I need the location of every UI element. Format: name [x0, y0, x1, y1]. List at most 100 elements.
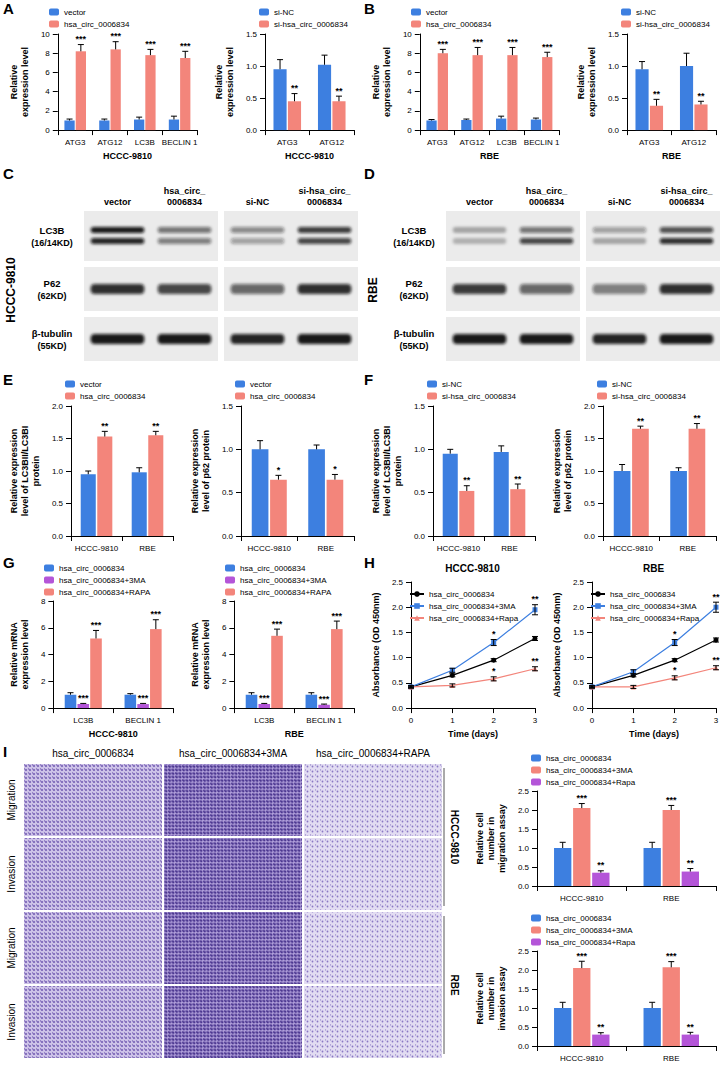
svg-text:**: ** — [653, 89, 661, 99]
svg-text:hsa_circ_0006834+Rapa: hsa_circ_0006834+Rapa — [546, 938, 636, 947]
svg-text:0.0: 0.0 — [52, 532, 64, 541]
svg-text:hsa_circ_0006834+3MA: hsa_circ_0006834+3MA — [179, 748, 287, 759]
svg-text:hsa_circ_0006834+3MA: hsa_circ_0006834+3MA — [59, 576, 146, 585]
svg-text:6: 6 — [41, 623, 46, 632]
svg-text:RBE: RBE — [680, 544, 696, 553]
svg-text:Time (days): Time (days) — [629, 729, 679, 739]
svg-text:RBE: RBE — [139, 544, 155, 553]
svg-text:**: ** — [712, 655, 720, 665]
svg-text:***: *** — [666, 951, 677, 961]
svg-text:number in: number in — [486, 817, 496, 861]
svg-text:expression level: expression level — [225, 47, 235, 117]
svg-text:Invasion: Invasion — [6, 855, 17, 892]
svg-text:level of p62 protein: level of p62 protein — [201, 430, 211, 512]
svg-text:ATG3: ATG3 — [65, 138, 86, 147]
svg-text:LC3B: LC3B — [402, 225, 427, 236]
svg-text:1.5: 1.5 — [392, 628, 404, 637]
svg-text:**: ** — [463, 475, 471, 485]
svg-text:4: 4 — [41, 650, 46, 659]
svg-text:0006834: 0006834 — [669, 197, 704, 207]
svg-text:*: * — [492, 629, 496, 639]
svg-text:si-hsa_circ_: si-hsa_circ_ — [660, 186, 713, 196]
svg-text:0: 0 — [407, 126, 412, 135]
svg-text:**: ** — [597, 1022, 605, 1032]
svg-text:LC3B: LC3B — [135, 138, 155, 147]
svg-text:8: 8 — [45, 49, 50, 58]
svg-text:hsa_circ_0006834+RAPA: hsa_circ_0006834+RAPA — [59, 588, 151, 597]
svg-text:HCCC-9810: HCCC-9810 — [609, 544, 653, 553]
svg-text:ATG3: ATG3 — [639, 138, 660, 147]
svg-text:0: 0 — [590, 716, 595, 725]
svg-text:si-NC: si-NC — [636, 8, 656, 17]
svg-text:BECLIN 1: BECLIN 1 — [306, 716, 342, 725]
svg-text:2.5: 2.5 — [573, 578, 585, 587]
svg-text:***: *** — [91, 620, 102, 630]
svg-text:expression level: expression level — [382, 47, 392, 117]
svg-text:1.5: 1.5 — [573, 628, 585, 637]
svg-text:0: 0 — [41, 704, 46, 713]
svg-text:HCCC-9810: HCCC-9810 — [89, 729, 138, 739]
svg-text:migration assay: migration assay — [497, 804, 507, 873]
svg-text:hsa_circ_0006834: hsa_circ_0006834 — [546, 754, 612, 763]
svg-text:ATG12: ATG12 — [460, 138, 485, 147]
svg-text:10: 10 — [403, 30, 412, 39]
svg-text:1.5: 1.5 — [246, 30, 258, 39]
svg-text:level of LC3BII/LC3BI: level of LC3BII/LC3BI — [20, 426, 30, 517]
svg-text:***: *** — [110, 31, 121, 41]
svg-text:si-NC: si-NC — [442, 380, 462, 389]
svg-text:*: * — [492, 666, 496, 676]
svg-text:***: *** — [472, 37, 483, 47]
svg-text:0.5: 0.5 — [608, 94, 620, 103]
svg-text:**: ** — [101, 421, 109, 431]
svg-text:Absorbance (OD 450nm): Absorbance (OD 450nm) — [552, 593, 562, 698]
svg-text:0.5: 0.5 — [414, 488, 426, 497]
svg-text:**: ** — [531, 594, 539, 604]
svg-text:β-tubulin: β-tubulin — [394, 328, 435, 339]
svg-text:Relative expression: Relative expression — [371, 429, 381, 514]
svg-text:RBE: RBE — [662, 151, 681, 161]
svg-text:1.0: 1.0 — [608, 62, 620, 71]
svg-text:hsa_circ_0006834: hsa_circ_0006834 — [546, 914, 612, 923]
svg-text:HCCC-9810: HCCC-9810 — [449, 810, 460, 865]
svg-text:expression level: expression level — [20, 47, 30, 117]
svg-text:hsa_circ_0006834+3MA: hsa_circ_0006834+3MA — [546, 766, 633, 775]
svg-text:8: 8 — [407, 49, 412, 58]
svg-text:si-NC: si-NC — [612, 380, 632, 389]
svg-text:P62: P62 — [44, 278, 61, 289]
svg-text:(16/14KD): (16/14KD) — [31, 238, 73, 248]
svg-text:si-NC: si-NC — [274, 8, 294, 17]
svg-text:Relative expression: Relative expression — [190, 429, 200, 514]
svg-text:Relative: Relative — [9, 65, 19, 100]
svg-text:2.0: 2.0 — [584, 402, 596, 411]
svg-text:**: ** — [712, 592, 720, 602]
svg-text:1.0: 1.0 — [222, 445, 234, 454]
svg-text:RBE: RBE — [663, 894, 679, 903]
svg-text:0.5: 0.5 — [518, 863, 530, 872]
svg-text:3: 3 — [533, 716, 538, 725]
svg-text:***: *** — [332, 611, 343, 621]
svg-text:level of p62 protein: level of p62 protein — [563, 430, 573, 512]
svg-text:expression level: expression level — [201, 620, 211, 690]
svg-text:1: 1 — [450, 716, 455, 725]
svg-text:Relative cell: Relative cell — [475, 972, 485, 1024]
svg-text:***: *** — [272, 619, 283, 629]
svg-text:0.5: 0.5 — [52, 499, 64, 508]
svg-text:ATG12: ATG12 — [98, 138, 123, 147]
svg-text:RBE: RBE — [501, 544, 517, 553]
svg-text:RBE: RBE — [285, 729, 304, 739]
svg-text:HCCC-9810: HCCC-9810 — [247, 544, 291, 553]
svg-text:HCCC-9810: HCCC-9810 — [445, 563, 500, 574]
svg-text:HCCC-9810: HCCC-9810 — [437, 544, 481, 553]
svg-text:2: 2 — [407, 106, 412, 115]
svg-text:*: * — [333, 464, 337, 474]
svg-text:si-hsa_circ_0006834: si-hsa_circ_0006834 — [612, 392, 686, 401]
svg-text:(55KD): (55KD) — [399, 341, 428, 351]
svg-text:***: *** — [666, 795, 677, 805]
svg-text:1.5: 1.5 — [414, 402, 426, 411]
svg-text:protein: protein — [31, 456, 41, 487]
svg-text:0.0: 0.0 — [246, 126, 258, 135]
svg-text:HCCC-9810: HCCC-9810 — [285, 151, 334, 161]
svg-text:ATG3: ATG3 — [427, 138, 448, 147]
svg-text:BECLIN 1: BECLIN 1 — [524, 138, 560, 147]
svg-text:LC3B: LC3B — [73, 716, 93, 725]
